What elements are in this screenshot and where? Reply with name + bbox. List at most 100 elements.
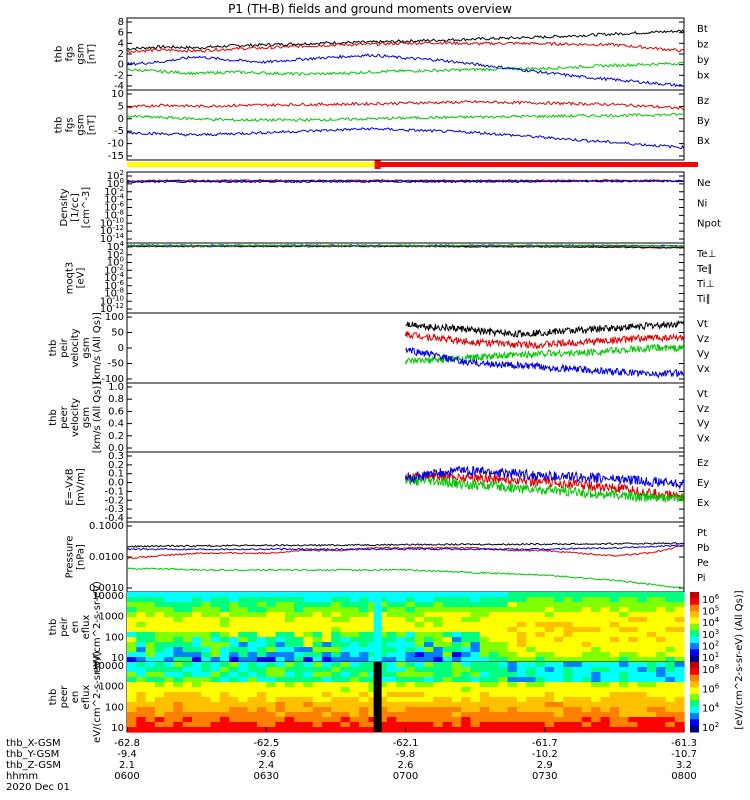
heat-cell-p9 xyxy=(275,612,286,618)
heat-cell-p10 xyxy=(136,707,147,713)
heat-cell-p10 xyxy=(489,662,499,668)
heat-cell-p9 xyxy=(349,617,360,623)
heat-cell-p10 xyxy=(331,667,342,673)
heat-cell-p10 xyxy=(554,727,564,733)
heat-cell-p10 xyxy=(544,702,555,708)
ytick-label-p7: 0.1 xyxy=(108,469,124,480)
heat-cell-p10 xyxy=(479,722,490,728)
heat-cell-p9 xyxy=(405,622,416,628)
heat-cell-p9 xyxy=(145,642,156,648)
legend-bx: bx xyxy=(697,71,709,82)
heat-cell-p10 xyxy=(312,712,323,718)
heat-cell-p10 xyxy=(665,697,676,703)
heat-cell-p9 xyxy=(127,642,137,648)
heat-cell-p9 xyxy=(331,597,342,603)
heat-cell-p10 xyxy=(433,727,444,733)
heat-cell-p9 xyxy=(247,602,258,608)
heat-cell-p10 xyxy=(145,717,156,723)
heat-cell-p9 xyxy=(349,652,360,658)
heat-cell-p10 xyxy=(619,677,629,683)
heat-cell-p10 xyxy=(470,667,481,673)
heat-cell-p9 xyxy=(182,657,193,663)
heat-cell-p10 xyxy=(628,717,639,723)
heat-cell-p10 xyxy=(554,702,564,708)
heat-cell-p9 xyxy=(554,607,564,613)
legend-Ey: Ey xyxy=(697,478,709,489)
ylabel-p10: eflux xyxy=(81,685,92,710)
heat-cell-p10 xyxy=(256,702,267,708)
heat-cell-p10 xyxy=(303,722,314,728)
heat-cell-p9 xyxy=(284,602,295,608)
heat-cell-p10 xyxy=(442,687,453,693)
heat-cell-p9 xyxy=(154,652,165,658)
heat-cell-p9 xyxy=(127,622,137,628)
heat-cell-p9 xyxy=(572,657,583,663)
xaxis-row-label: thb_X-GSM xyxy=(6,738,61,749)
heat-cell-p10 xyxy=(303,727,314,733)
heat-cell-p9 xyxy=(377,627,388,633)
series-p8-Pt xyxy=(126,542,685,548)
heat-cell-p10 xyxy=(619,717,629,723)
heat-cell-p9 xyxy=(349,607,360,613)
heat-cell-p9 xyxy=(256,632,267,638)
xaxis-row-value: 2.1 xyxy=(119,760,135,771)
heat-cell-p10 xyxy=(386,692,397,698)
heat-cell-p10 xyxy=(154,682,165,688)
xaxis-row-value: -9.4 xyxy=(117,749,137,760)
heat-cell-p9 xyxy=(386,652,397,658)
heat-cell-p10 xyxy=(637,707,648,713)
heat-cell-p9 xyxy=(275,627,286,633)
heat-cell-p9 xyxy=(340,657,351,663)
heat-cell-p10 xyxy=(507,677,518,683)
heat-cell-p9 xyxy=(136,592,147,598)
heat-cell-p10 xyxy=(396,712,407,718)
heat-cell-p9 xyxy=(563,642,574,648)
heat-cell-p9 xyxy=(191,647,202,653)
heat-cell-p9 xyxy=(127,657,137,663)
heat-cell-p10 xyxy=(275,692,286,698)
heat-cell-p9 xyxy=(201,597,212,603)
heat-cell-p9 xyxy=(219,597,230,603)
heat-cell-p9 xyxy=(368,652,379,658)
heat-cell-p9 xyxy=(182,627,193,633)
heat-cell-p9 xyxy=(442,602,453,608)
heat-cell-p10 xyxy=(609,697,620,703)
heat-cell-p10 xyxy=(544,682,555,688)
heat-cell-p9 xyxy=(609,617,620,623)
heat-cell-p10 xyxy=(127,692,137,698)
heat-cell-p9 xyxy=(414,647,425,653)
heat-cell-p9 xyxy=(210,597,221,603)
heat-cell-p9 xyxy=(275,592,286,598)
heat-cell-p9 xyxy=(414,602,425,608)
heat-cell-p10 xyxy=(507,697,518,703)
heat-cell-p10 xyxy=(247,667,258,673)
heat-cell-p10 xyxy=(498,722,509,728)
heat-cell-p10 xyxy=(479,682,490,688)
heat-cell-p10 xyxy=(646,677,657,683)
heat-cell-p9 xyxy=(507,652,518,658)
heat-cell-p10 xyxy=(284,682,295,688)
heat-cell-p10 xyxy=(173,727,184,733)
heat-cell-p9 xyxy=(516,632,527,638)
heat-cell-p9 xyxy=(210,637,221,643)
heat-cell-p10 xyxy=(256,722,267,728)
heat-cell-p9 xyxy=(628,617,639,623)
xaxis-date: 2020 Dec 01 xyxy=(6,782,70,793)
heat-cell-p9 xyxy=(572,642,583,648)
heat-cell-p9 xyxy=(470,622,481,628)
heat-cell-p10 xyxy=(294,662,304,668)
heat-cell-p9 xyxy=(646,597,657,603)
heat-cell-p10 xyxy=(646,702,657,708)
heat-cell-p9 xyxy=(433,612,444,618)
heat-cell-p10 xyxy=(554,672,564,678)
heat-cell-p9 xyxy=(535,597,546,603)
heat-cell-p9 xyxy=(173,617,184,623)
heat-cell-p10 xyxy=(340,697,351,703)
heat-cell-p10 xyxy=(424,672,434,678)
heat-cell-p10 xyxy=(201,727,212,733)
heat-cell-p9 xyxy=(637,647,648,653)
heat-cell-p9 xyxy=(656,627,667,633)
heat-cell-p10 xyxy=(377,702,388,708)
heat-cell-p10 xyxy=(368,667,379,673)
heat-cell-p9 xyxy=(526,632,537,638)
